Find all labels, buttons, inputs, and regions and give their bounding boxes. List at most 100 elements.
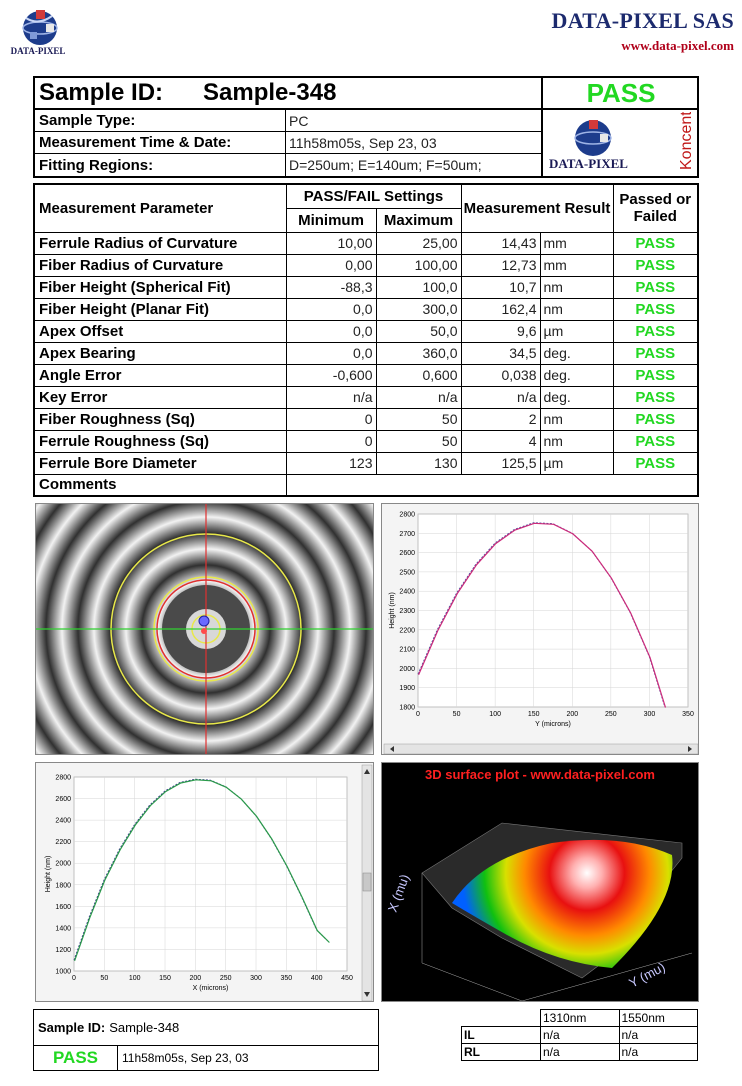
company-name: DATA-PIXEL SAS: [551, 8, 734, 33]
interferogram-image: [35, 503, 374, 755]
param-result: PASS: [612, 253, 699, 277]
param-maximum: 50: [375, 429, 462, 453]
param-value: 12,73: [460, 253, 541, 277]
minimum-header: Minimum: [285, 207, 377, 233]
y-profile-plot: 0 50 100 150 200 250 300 350 2800 2700 2600 2500 240…: [381, 503, 699, 755]
x-tick-label: 150: [528, 711, 540, 718]
param-unit: mm: [539, 253, 614, 277]
param-value: 2: [460, 407, 541, 431]
result-header: Measurement Result: [460, 183, 614, 233]
param-name: Fiber Roughness (Sq): [33, 407, 287, 431]
x-tick-label: 50: [100, 975, 108, 982]
x-tick-label: 400: [311, 975, 323, 982]
overall-pass-badge: PASS: [543, 78, 699, 110]
y-tick-label: 2000: [399, 666, 415, 673]
scroll-right-icon: [688, 746, 692, 752]
param-row: Key Error n/a n/a n/a deg. PASS: [33, 385, 699, 409]
y-tick-label: 2500: [399, 569, 415, 576]
param-maximum: 300,0: [375, 297, 462, 321]
settings-header: PASS/FAIL Settings: [285, 183, 462, 209]
y-tick-label: 2300: [399, 608, 415, 615]
summary-time: 11h58m05s, Sep 23, 03: [122, 1051, 249, 1065]
plot-area: [73, 776, 348, 972]
scroll-left-icon: [390, 746, 394, 752]
x-tick-label: 200: [189, 975, 201, 982]
sample-type-value: PC: [289, 112, 309, 129]
param-result: PASS: [612, 341, 699, 365]
param-name: Apex Offset: [33, 319, 287, 343]
param-unit: µm: [539, 319, 614, 343]
summary-pass-badge: PASS: [34, 1046, 118, 1070]
param-minimum: 0,0: [285, 297, 377, 321]
profile-line: [418, 522, 667, 708]
param-row: Apex Offset 0,0 50,0 9,6 µm PASS: [33, 319, 699, 343]
y-tick-label: 2600: [55, 796, 71, 803]
rl-label: RL: [461, 1043, 541, 1061]
comments-field[interactable]: [285, 473, 699, 497]
param-value: 10,7: [460, 275, 541, 299]
param-row: Ferrule Roughness (Sq) 0 50 4 nm PASS: [33, 429, 699, 453]
badge-logo-text: DATA-PIXEL: [549, 156, 628, 171]
param-maximum: 100,0: [375, 275, 462, 299]
y-tick-label: 1200: [55, 947, 71, 954]
param-name: Fiber Radius of Curvature: [33, 253, 287, 277]
surface-plot-title: 3D surface plot - www.data-pixel.com: [425, 767, 655, 782]
surface-3d-plot: 3D surface plot - www.data-pixel.com X (…: [381, 762, 699, 1002]
company-website[interactable]: www.data-pixel.com: [621, 38, 734, 53]
param-unit: mm: [539, 231, 614, 255]
x-tick-label: 350: [280, 975, 292, 982]
y-tick-label: 2800: [55, 775, 71, 782]
measurement-time-label: Measurement Time & Date:: [39, 134, 232, 151]
sample-id-value: Sample-348: [203, 79, 337, 106]
x-tick-label: 350: [682, 711, 694, 718]
x-tick-label: 0: [416, 711, 420, 718]
logo-text: DATA-PIXEL: [10, 46, 66, 56]
badge-product-text: Koncentrik: [678, 112, 695, 170]
x-tick-label: 0: [72, 975, 76, 982]
param-result: PASS: [612, 231, 699, 255]
y-tick-label: 1400: [55, 925, 71, 932]
y-tick-label: 2400: [55, 818, 71, 825]
y-profile-chart: 0 50 100 150 200 250 300 350 2800 2700 2600 2500 240…: [383, 512, 698, 754]
param-result: PASS: [612, 297, 699, 321]
x-tick-label: 100: [129, 975, 141, 982]
param-value: 125,5: [460, 451, 541, 475]
profile-line: [74, 779, 330, 961]
param-row: Fiber Height (Spherical Fit) -88,3 100,0 10…: [33, 275, 699, 299]
param-minimum: 0: [285, 407, 377, 431]
y-tick-label: 2700: [399, 531, 415, 538]
param-minimum: 0,00: [285, 253, 377, 277]
maximum-header: Maximum: [375, 207, 462, 233]
param-unit: nm: [539, 297, 614, 321]
y-tick-label: 2400: [399, 589, 415, 596]
x-profile-plot: 0 50 100 150 200 250 300 350 400 450 2800 2600 2400 2…: [35, 762, 374, 1002]
param-minimum: 0,0: [285, 319, 377, 343]
sample-info-table: Sample ID: Sample-348 Sample Type: PC Me…: [33, 76, 699, 178]
sample-id-label: Sample ID:: [39, 79, 164, 106]
sample-id-row: Sample ID: Sample-348: [35, 78, 543, 110]
comments-label: Comments: [33, 473, 287, 497]
param-minimum: 0,0: [285, 341, 377, 365]
param-result: PASS: [612, 275, 699, 299]
y-tick-label: 1900: [399, 685, 415, 692]
param-unit: deg.: [539, 341, 614, 365]
param-minimum: 123: [285, 451, 377, 475]
x-tick-label: 450: [341, 975, 353, 982]
param-maximum: 100,00: [375, 253, 462, 277]
x-axis-label: Y (microns): [535, 721, 571, 728]
param-row: Ferrule Radius of Curvature 10,00 25,00 14,…: [33, 231, 699, 255]
param-unit: nm: [539, 429, 614, 453]
param-value: 0,038: [460, 363, 541, 387]
param-minimum: n/a: [285, 385, 377, 409]
il-1310-value: n/a: [540, 1026, 620, 1044]
param-minimum: -0,600: [285, 363, 377, 387]
x-tick-label: 100: [489, 711, 501, 718]
koncentrik-logo: DATA-PIXEL Koncentrik: [549, 112, 695, 171]
param-row: Apex Bearing 0,0 360,0 34,5 deg. PASS: [33, 341, 699, 365]
param-row: Fiber Radius of Curvature 0,00 100,00 12,73…: [33, 253, 699, 277]
param-value: 14,43: [460, 231, 541, 255]
param-value: 4: [460, 429, 541, 453]
measurement-parameters-table: Measurement Parameter PASS/FAIL Settings…: [33, 183, 699, 497]
param-minimum: 0: [285, 429, 377, 453]
rl-1310-value: n/a: [540, 1043, 620, 1061]
